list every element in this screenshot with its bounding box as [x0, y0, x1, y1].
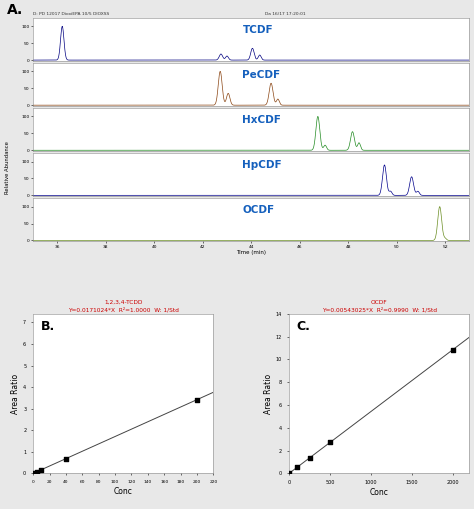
Y-axis label: Area Ratio: Area Ratio	[11, 374, 20, 414]
Text: Da 16/17 17:20:01: Da 16/17 17:20:01	[265, 12, 306, 16]
Text: D: PD 12017 DioxiEPA 10/5 DIOXSS: D: PD 12017 DioxiEPA 10/5 DIOXSS	[33, 12, 109, 16]
Point	[293, 463, 301, 471]
Point	[34, 467, 41, 475]
X-axis label: Conc: Conc	[370, 488, 389, 497]
Text: Relative Abundance: Relative Abundance	[5, 142, 9, 194]
Point	[306, 454, 313, 462]
Point	[326, 438, 334, 446]
Title: OCDF
Y=0.00543025*X  R²=0.9990  W: 1/Std: OCDF Y=0.00543025*X R²=0.9990 W: 1/Std	[322, 300, 437, 312]
Text: TCDF: TCDF	[243, 25, 273, 35]
X-axis label: Time (min): Time (min)	[236, 250, 266, 255]
Text: PeCDF: PeCDF	[243, 70, 281, 80]
Text: OCDF: OCDF	[243, 205, 274, 215]
Text: HpCDF: HpCDF	[243, 160, 282, 170]
Y-axis label: Area Ratio: Area Ratio	[264, 374, 273, 414]
X-axis label: Conc: Conc	[114, 487, 133, 496]
Title: 1,2,3,4-TCDD
Y=0.0171024*X  R²=1.0000  W: 1/Std: 1,2,3,4-TCDD Y=0.0171024*X R²=1.0000 W: …	[68, 300, 179, 312]
Point	[285, 469, 293, 477]
Point	[37, 466, 45, 474]
Text: A.: A.	[7, 3, 23, 17]
Text: B.: B.	[40, 320, 55, 333]
Point	[62, 455, 70, 463]
Text: HxCDF: HxCDF	[243, 115, 282, 125]
Point	[193, 395, 201, 404]
Text: C.: C.	[296, 320, 310, 333]
Point	[449, 346, 456, 354]
Point	[29, 469, 37, 477]
